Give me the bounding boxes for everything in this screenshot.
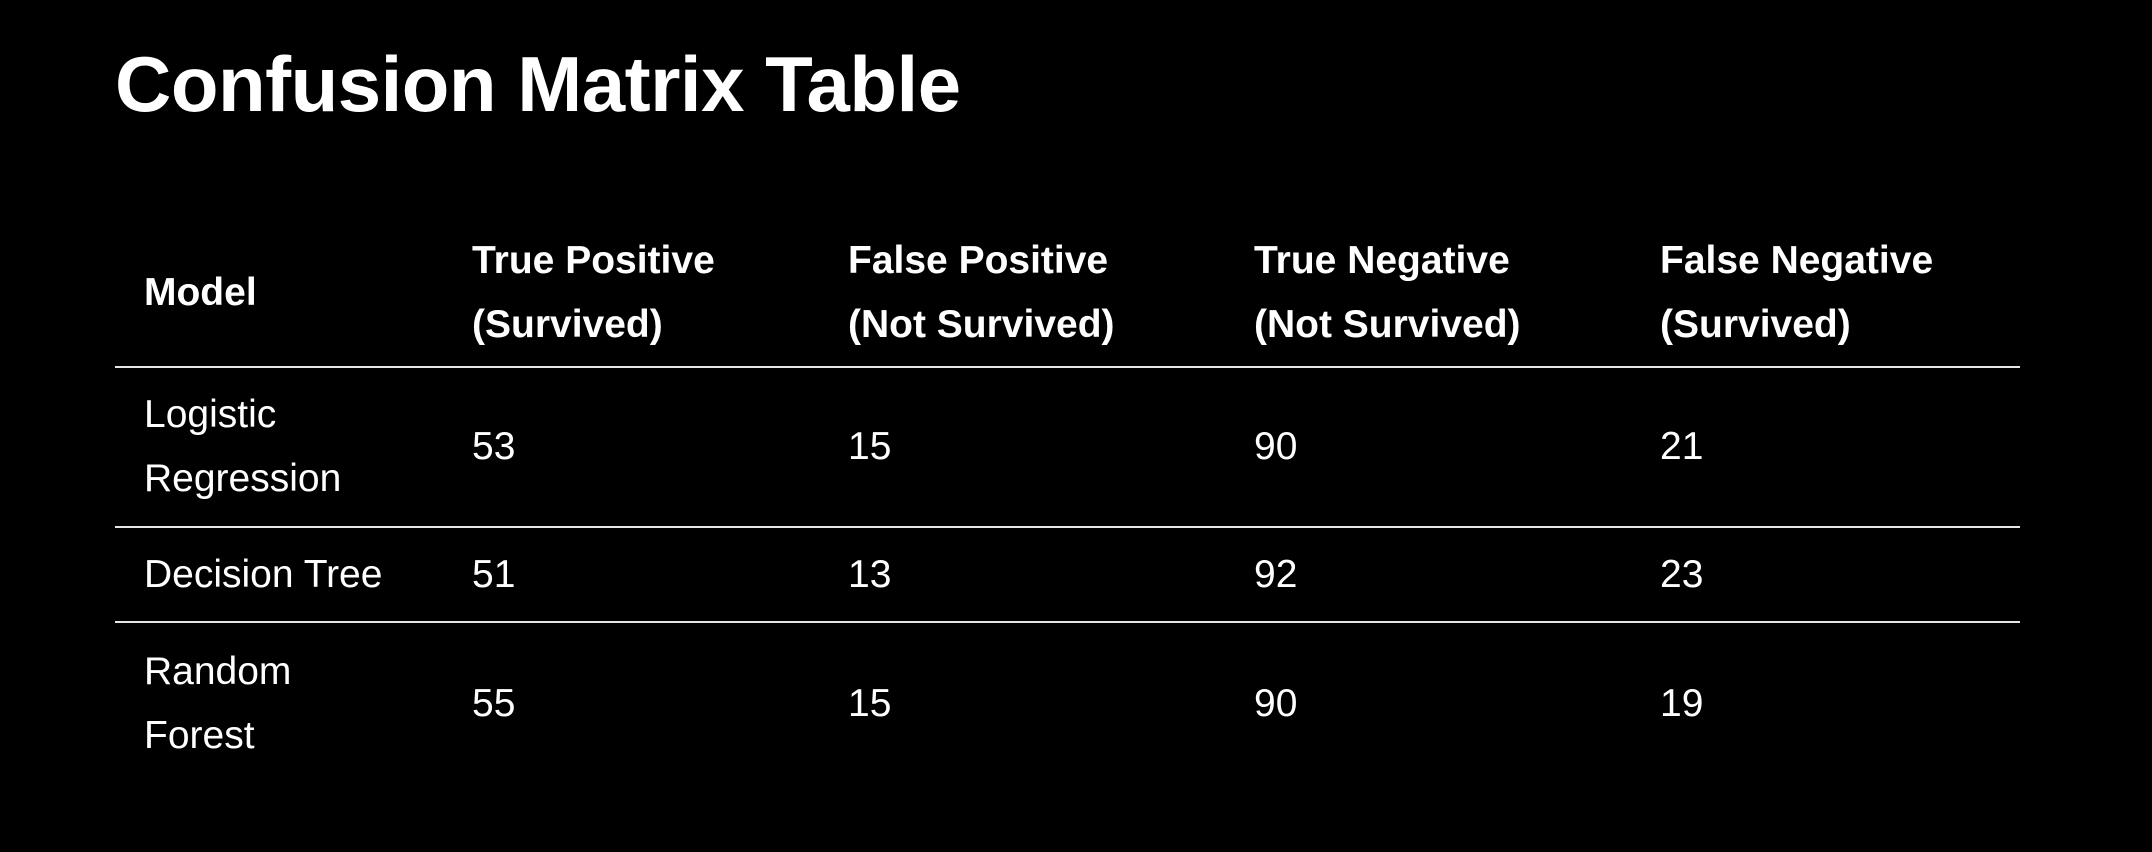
model-name-line1: Logistic xyxy=(144,393,277,436)
false-negative-cell: 19 xyxy=(1660,682,1704,725)
model-cell: Random Forest xyxy=(115,622,443,785)
header-false-negative: False Negative (Survived) xyxy=(1631,220,2020,368)
false-negative-cell: 23 xyxy=(1631,527,2020,623)
page-title: Confusion Matrix Table xyxy=(115,40,961,128)
true-negative-cell: 92 xyxy=(1225,527,1631,623)
header-false-positive-line1: False Positive xyxy=(848,239,1109,282)
header-model-label: Model xyxy=(144,271,257,314)
model-name-line1: Random xyxy=(144,650,292,693)
table-row: Logistic Regression 53 15 90 21 xyxy=(115,367,2020,528)
confusion-matrix-table: Model True Positive (Survived) False Pos… xyxy=(115,220,2020,785)
true-negative-cell: 90 xyxy=(1225,367,1631,528)
header-false-negative-line2: (Survived) xyxy=(1660,303,1851,346)
header-false-negative-line1: False Negative xyxy=(1660,239,1934,282)
model-name-line1: Decision Tree xyxy=(144,552,383,596)
model-cell: Decision Tree xyxy=(115,527,443,623)
false-positive-cell: 15 xyxy=(819,367,1225,528)
model-name-line2: Forest xyxy=(144,714,255,757)
true-negative-cell: 90 xyxy=(1254,682,1298,725)
header-row: Model True Positive (Survived) False Pos… xyxy=(115,220,2020,368)
header-true-negative: True Negative (Not Survived) xyxy=(1225,220,1631,368)
table-row: Decision Tree 51 13 92 23 xyxy=(115,527,2020,623)
table-header: Model True Positive (Survived) False Pos… xyxy=(115,220,2020,368)
header-true-negative-line1: True Negative xyxy=(1254,239,1510,282)
false-positive-cell: 15 xyxy=(848,682,892,725)
header-model: Model xyxy=(115,220,443,368)
model-cell: Logistic Regression xyxy=(115,367,443,528)
model-name-line2: Regression xyxy=(144,457,342,500)
table-row: Random Forest 55 15 90 19 xyxy=(115,622,2020,785)
false-positive-cell: 13 xyxy=(819,527,1225,623)
false-negative-cell: 21 xyxy=(1631,367,2020,528)
header-true-positive: True Positive (Survived) xyxy=(443,220,819,368)
header-false-positive: False Positive (Not Survived) xyxy=(819,220,1225,368)
header-true-positive-line1: True Positive xyxy=(472,239,715,282)
header-true-negative-line2: (Not Survived) xyxy=(1254,303,1521,346)
header-true-positive-line2: (Survived) xyxy=(472,303,663,346)
true-positive-cell: 51 xyxy=(443,527,819,623)
true-positive-cell: 53 xyxy=(443,367,819,528)
header-false-positive-line2: (Not Survived) xyxy=(848,303,1115,346)
true-positive-cell: 55 xyxy=(472,682,516,725)
table-body: Logistic Regression 53 15 90 21 Decision… xyxy=(115,367,2020,785)
